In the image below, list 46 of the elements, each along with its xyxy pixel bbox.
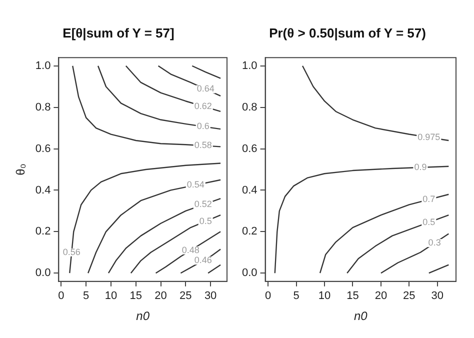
series-label: 0.975 xyxy=(418,132,440,142)
x-tick-label: 20 xyxy=(154,290,167,302)
y-tick-label: 0.4 xyxy=(242,184,258,196)
x-tick-label: 30 xyxy=(204,290,217,302)
y-tick-label: 0.0 xyxy=(35,267,51,280)
chart-title: E[θ|sum of Y = 57] xyxy=(62,25,174,40)
y-tick-label: 0.0 xyxy=(242,267,258,280)
y-tick-label: 0.8 xyxy=(242,101,258,114)
y-tick-label: 0.6 xyxy=(242,142,258,155)
series-label: 0.62 xyxy=(194,100,212,111)
chart-title: Pr(θ > 0.50|sum of Y = 57) xyxy=(269,25,426,40)
x-tick-label: 5 xyxy=(83,290,90,302)
series-label: 0.56 xyxy=(62,246,80,257)
x-tick-label: 0 xyxy=(58,290,64,302)
x-tick-label: 5 xyxy=(293,290,300,302)
series-label: 0.46 xyxy=(194,255,212,266)
x-tick-label: 15 xyxy=(130,290,142,302)
x-tick-label: 25 xyxy=(403,290,416,302)
x-axis-title: n0 xyxy=(136,309,150,324)
y-tick-label: 0.2 xyxy=(242,226,258,238)
series-label: 0.9 xyxy=(414,162,427,172)
y-tick-label: 0.4 xyxy=(35,184,51,196)
series-label: 0.3 xyxy=(428,238,441,248)
y-axis-title: θ₀ xyxy=(14,164,28,176)
series-label: 0.58 xyxy=(194,140,212,150)
series-label: 0.7 xyxy=(422,194,436,204)
y-tick-label: 0.2 xyxy=(35,226,51,238)
series-label: 0.54 xyxy=(186,180,204,190)
series-label: 0.48 xyxy=(182,244,200,255)
x-axis-title: n0 xyxy=(354,309,368,324)
y-tick-label: 1.0 xyxy=(242,60,258,72)
x-tick-label: 25 xyxy=(180,290,192,302)
series-label: 0.5 xyxy=(422,216,436,227)
y-tick-label: 1.0 xyxy=(35,60,51,72)
x-tick-label: 10 xyxy=(104,290,118,302)
x-tick-label: 0 xyxy=(265,290,272,302)
series-label: 0.5 xyxy=(199,216,212,226)
x-tick-label: 15 xyxy=(346,290,359,302)
x-tick-label: 10 xyxy=(318,290,331,302)
series-label: 0.6 xyxy=(196,120,210,131)
x-tick-label: 20 xyxy=(374,290,388,302)
y-tick-label: 0.8 xyxy=(35,101,51,114)
series-label: 0.52 xyxy=(194,199,212,210)
x-tick-label: 30 xyxy=(431,290,444,302)
series-label: 0.64 xyxy=(196,84,214,94)
y-tick-label: 0.6 xyxy=(35,142,51,155)
